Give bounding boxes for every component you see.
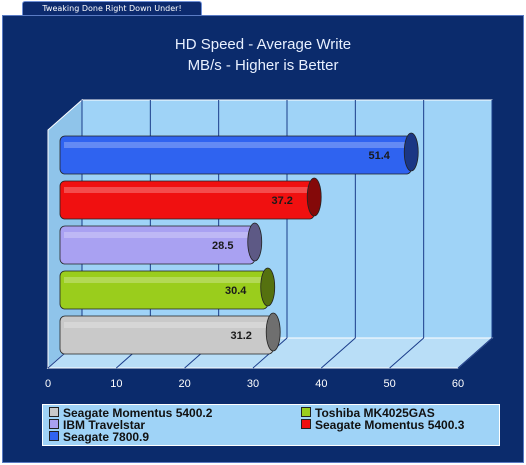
bar: 28.5 (59, 222, 263, 265)
x-axis-ticks: 0 10 20 30 40 50 60 (45, 378, 464, 390)
bar-value-label: 31.2 (230, 330, 251, 342)
legend-label: Seagate Momentus 5400.2 (63, 406, 213, 420)
bar-cap (265, 312, 281, 352)
x-tick-label: 30 (247, 378, 259, 390)
x-tick-label: 60 (452, 378, 464, 390)
legend: Seagate Momentus 5400.2 Toshiba MK4025GA… (42, 404, 500, 446)
bar-highlight (64, 232, 251, 238)
legend-item-seagate-7800-9: Seagate 7800.9 (49, 431, 149, 444)
chart-title-line-2: MB/s - Higher is Better (188, 57, 339, 74)
legend-item-ibm-travelstar: IBM Travelstar (49, 419, 145, 432)
x-tick-label: 0 (45, 378, 51, 390)
legend-swatch (49, 407, 59, 417)
bar-cap (247, 222, 263, 262)
bar: 31.2 (59, 312, 281, 355)
x-tick-label: 50 (384, 378, 396, 390)
bar: 30.4 (59, 267, 276, 310)
bar-value-label: 37.2 (271, 195, 292, 207)
x-tick-label: 10 (110, 378, 122, 390)
bar-cap (306, 177, 322, 217)
bar-value-label: 28.5 (212, 240, 233, 252)
legend-label: Seagate 7800.9 (63, 430, 150, 444)
legend-label: Toshiba MK4025GAS (315, 406, 435, 420)
legend-item-seagate-momentus-5400-2: Seagate Momentus 5400.2 (49, 407, 212, 420)
legend-swatch (301, 407, 311, 417)
bar-highlight (64, 142, 408, 148)
floor-gridline (457, 337, 493, 369)
legend-item-toshiba-mk4025gas: Toshiba MK4025GAS (301, 407, 435, 420)
bar-cap (260, 267, 276, 307)
bar-highlight (64, 322, 270, 328)
bars-group: 51.4 37.2 28.5 30.4 31.2 (59, 132, 419, 355)
floor-gridline (389, 337, 424, 369)
bar-value-label: 30.4 (225, 285, 247, 297)
x-tick-label: 20 (179, 378, 191, 390)
legend-swatch (49, 431, 59, 441)
bar-highlight (64, 187, 311, 193)
legend-swatch (49, 419, 59, 429)
legend-item-seagate-momentus-5400-3: Seagate Momentus 5400.3 (301, 419, 464, 432)
bar-highlight (64, 277, 264, 283)
chart-title-line-1: HD Speed - Average Write (175, 36, 351, 53)
bar-cap (403, 132, 419, 172)
bar: 37.2 (59, 177, 322, 220)
site-banner-tab: Tweaking Done Right Down Under! (22, 1, 202, 16)
legend-swatch (301, 419, 311, 429)
bar: 51.4 (59, 132, 419, 175)
legend-label: Seagate Momentus 5400.3 (315, 418, 465, 432)
x-tick-label: 40 (315, 378, 327, 390)
legend-label: IBM Travelstar (63, 418, 146, 432)
bar-value-label: 51.4 (369, 150, 391, 162)
floor-gridline (321, 337, 356, 369)
bar-body (59, 135, 412, 175)
